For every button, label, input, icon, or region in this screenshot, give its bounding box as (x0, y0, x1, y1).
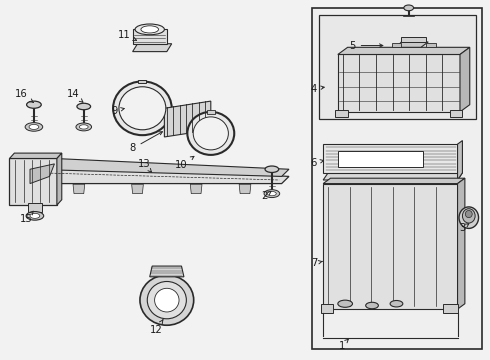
Polygon shape (30, 164, 289, 184)
Text: 7: 7 (311, 258, 322, 268)
Ellipse shape (265, 166, 279, 172)
Bar (207, 111, 215, 114)
Ellipse shape (147, 282, 186, 319)
Text: 2: 2 (261, 191, 271, 201)
Ellipse shape (338, 300, 352, 307)
Ellipse shape (76, 123, 92, 131)
Ellipse shape (404, 5, 414, 11)
Text: 13: 13 (138, 159, 151, 172)
Polygon shape (443, 304, 458, 313)
Polygon shape (73, 184, 85, 194)
Ellipse shape (463, 209, 475, 223)
Ellipse shape (193, 117, 228, 150)
Ellipse shape (264, 190, 280, 198)
Ellipse shape (155, 288, 179, 312)
Polygon shape (30, 158, 289, 176)
Polygon shape (323, 173, 463, 180)
Ellipse shape (140, 275, 194, 325)
Text: 14: 14 (67, 89, 83, 102)
Ellipse shape (29, 125, 39, 130)
Polygon shape (27, 203, 42, 212)
Text: 15: 15 (20, 211, 33, 224)
Polygon shape (9, 153, 62, 158)
Ellipse shape (77, 103, 91, 110)
Ellipse shape (366, 302, 378, 309)
Polygon shape (426, 43, 436, 46)
Text: 9: 9 (111, 106, 124, 116)
Polygon shape (239, 184, 251, 194)
Text: 4: 4 (311, 84, 324, 94)
Polygon shape (30, 164, 54, 184)
Polygon shape (164, 101, 211, 137)
Ellipse shape (30, 213, 40, 219)
Text: 10: 10 (175, 156, 194, 170)
Text: 8: 8 (129, 132, 163, 153)
Polygon shape (321, 304, 333, 313)
Polygon shape (190, 184, 202, 194)
Polygon shape (396, 42, 428, 47)
Polygon shape (335, 110, 347, 117)
Text: 5: 5 (349, 41, 383, 50)
Text: 16: 16 (15, 89, 33, 103)
Ellipse shape (187, 112, 234, 155)
Polygon shape (133, 30, 167, 44)
Text: 3: 3 (459, 224, 469, 233)
Ellipse shape (79, 125, 88, 129)
Text: 1: 1 (339, 339, 348, 351)
Polygon shape (458, 178, 465, 309)
Ellipse shape (135, 24, 164, 35)
Ellipse shape (268, 192, 276, 196)
Bar (139, 80, 147, 83)
Text: 11: 11 (118, 30, 137, 40)
Text: 12: 12 (150, 320, 163, 335)
Polygon shape (132, 184, 144, 194)
Polygon shape (57, 153, 62, 205)
Polygon shape (460, 47, 470, 112)
Bar (338, 151, 423, 167)
Ellipse shape (25, 123, 43, 131)
Ellipse shape (466, 211, 472, 218)
Bar (313, 8, 483, 348)
Ellipse shape (26, 101, 41, 108)
Polygon shape (323, 178, 465, 184)
Ellipse shape (113, 81, 172, 135)
Polygon shape (458, 140, 463, 180)
Polygon shape (450, 110, 463, 117)
Polygon shape (150, 266, 184, 277)
Ellipse shape (459, 207, 479, 228)
Ellipse shape (141, 26, 159, 33)
Ellipse shape (26, 212, 44, 220)
Bar (319, 15, 476, 119)
Polygon shape (392, 43, 401, 46)
Polygon shape (323, 184, 458, 309)
Ellipse shape (119, 87, 166, 130)
Polygon shape (338, 47, 470, 54)
Polygon shape (338, 54, 460, 112)
Text: 6: 6 (311, 158, 323, 168)
Ellipse shape (390, 301, 403, 307)
Polygon shape (133, 44, 172, 51)
Polygon shape (401, 37, 426, 42)
Polygon shape (323, 144, 458, 173)
Polygon shape (9, 158, 57, 205)
